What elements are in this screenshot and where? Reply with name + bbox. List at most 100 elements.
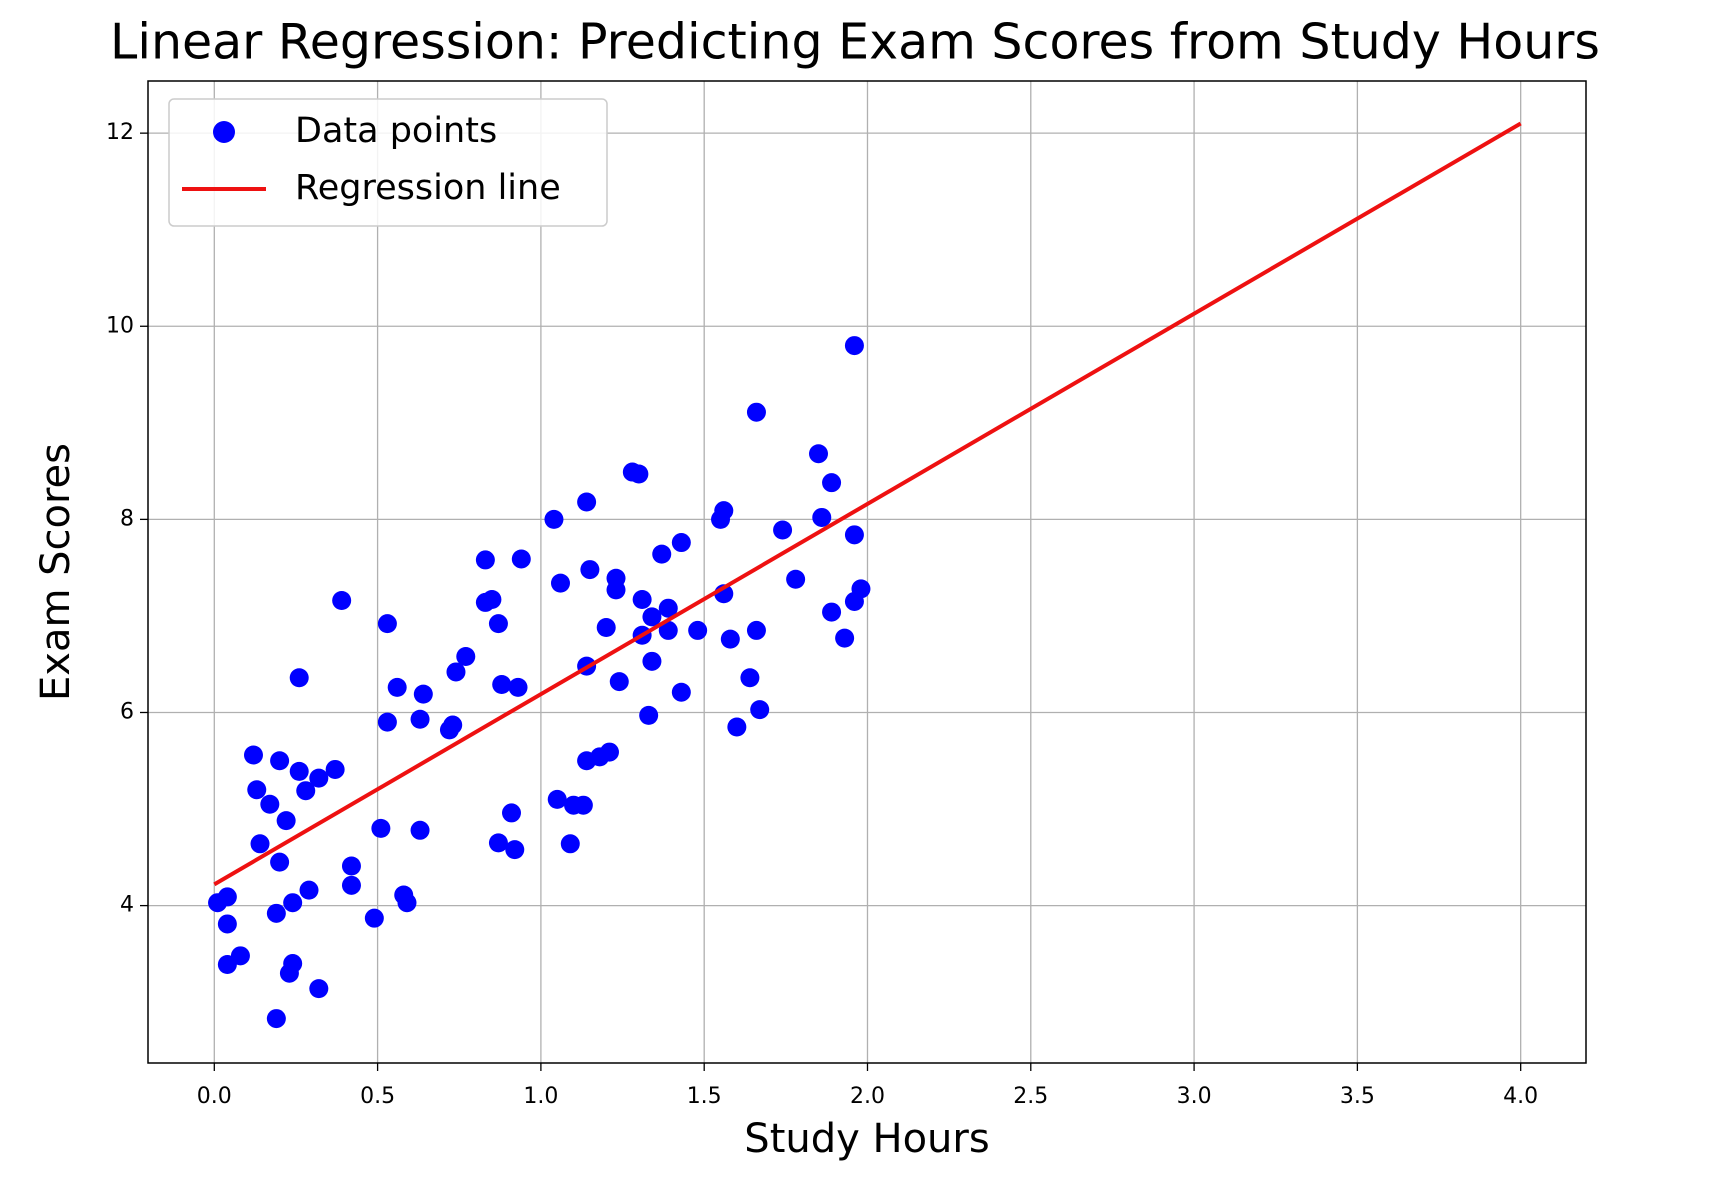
data-point [377,614,397,634]
data-point [289,761,309,781]
legend-label: Regression line [295,168,561,208]
data-point [727,717,747,737]
data-point [773,520,793,540]
data-point [671,682,691,702]
data-point [446,662,466,682]
legend-marker [213,121,235,143]
data-point [260,794,280,814]
data-point [371,818,391,838]
data-point [266,903,286,923]
data-point [844,525,864,545]
data-point [550,573,570,593]
data-point [270,751,290,771]
data-point [243,745,263,765]
data-point [671,533,691,553]
data-point [410,709,430,729]
data-point [609,672,629,692]
x-tick-label: 0.5 [360,1084,395,1109]
x-tick-label: 2.5 [1013,1084,1048,1109]
data-point [325,759,345,779]
plot-frame [147,80,1587,1064]
data-point [658,598,678,618]
data-point [364,908,384,928]
data-point [746,402,766,422]
data-point [560,834,580,854]
data-point [822,473,842,493]
legend-label: Data points [295,111,497,151]
data-point [217,914,237,934]
chart-title: Linear Regression: Predicting Exam Score… [110,14,1600,71]
data-point [851,579,871,599]
data-point [740,668,760,688]
data-point [332,590,352,610]
data-point [397,893,417,913]
data-point [606,580,626,600]
data-point [247,780,267,800]
x-axis-label: Study Hours [744,1116,989,1162]
data-point [547,789,567,809]
data-point [443,715,463,735]
x-tick-label: 0.0 [197,1084,232,1109]
data-point [341,856,361,876]
y-tick-label: 8 [120,506,134,531]
data-point [266,1009,286,1029]
data-point [309,979,329,999]
data-point [599,742,619,762]
data-point [456,646,476,666]
data-point [658,620,678,640]
data-point [809,444,829,464]
data-point [283,893,303,913]
data-point [250,834,270,854]
legend-box [168,98,608,227]
data-point [688,620,708,640]
data-point [720,629,740,649]
data-point [639,705,659,725]
data-point [508,677,528,697]
data-point [502,803,522,823]
x-tick-label: 3.5 [1340,1084,1375,1109]
x-tick-label: 1.0 [523,1084,558,1109]
data-point [276,811,296,831]
data-point [217,887,237,907]
data-point [629,464,649,484]
y-tick-label: 10 [106,313,134,338]
data-point [577,492,597,512]
data-point [492,674,512,694]
data-point [377,712,397,732]
data-point [488,833,508,853]
data-point [714,501,734,521]
data-point [289,668,309,688]
data-point [573,795,593,815]
x-tick-label: 4.0 [1503,1084,1538,1109]
data-point [544,509,564,529]
data-point [511,549,531,569]
data-point [341,875,361,895]
x-tick-label: 3.0 [1177,1084,1212,1109]
data-point [299,880,319,900]
data-point [632,590,652,610]
data-point [475,550,495,570]
data-point [482,590,502,610]
x-tick-label: 1.5 [687,1084,722,1109]
legend: Data points Regression line [168,98,608,227]
data-point [580,560,600,580]
data-point [812,507,832,527]
data-point [652,544,672,564]
data-point [596,618,616,638]
y-tick-label: 12 [106,120,134,145]
data-point [844,336,864,356]
data-point [488,614,508,634]
data-point [822,602,842,622]
y-tick-label: 4 [120,893,134,918]
data-point [786,569,806,589]
data-point [296,781,316,801]
data-point [750,700,770,720]
y-axis-label: Exam Scores [33,443,79,701]
data-point [642,651,662,671]
data-point [505,840,525,860]
data-point [746,620,766,640]
data-point [309,768,329,788]
data-point [387,677,407,697]
data-point [230,946,250,966]
